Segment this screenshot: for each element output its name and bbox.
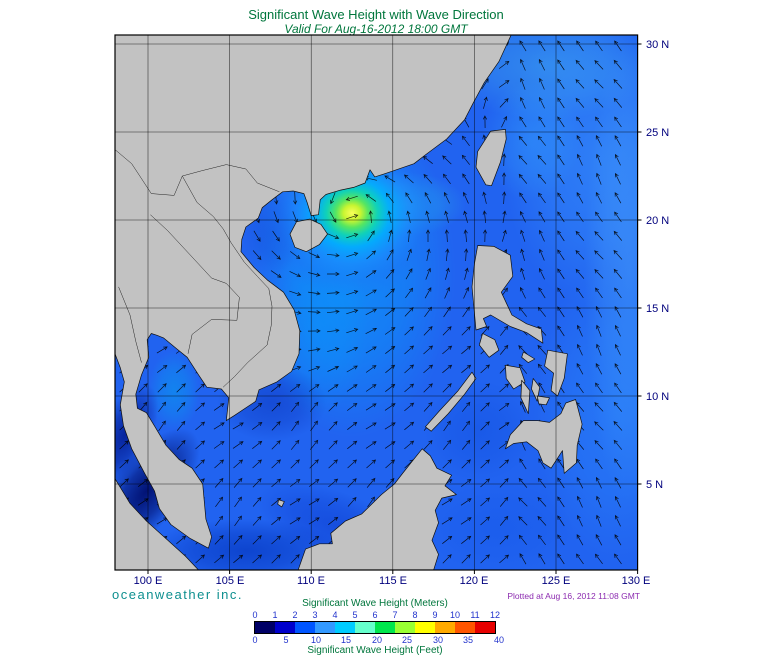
land-panay <box>505 364 526 390</box>
meters-tick: 2 <box>292 610 298 620</box>
meters-tick: 10 <box>449 610 460 620</box>
land-bohol <box>536 395 550 406</box>
x-tick-label: 110 E <box>297 575 325 587</box>
meters-tick: 5 <box>352 610 358 620</box>
y-tick-label: 25 N <box>646 127 669 139</box>
meters-tick: 9 <box>432 610 438 620</box>
legend-meters-ticks: 0 1 2 3 4 5 6 7 8 9 10 11 12 <box>252 610 500 620</box>
land-masbate <box>521 351 536 363</box>
meters-tick: 12 <box>489 610 500 620</box>
colorbar <box>254 621 496 634</box>
x-tick-label: 105 E <box>216 575 245 587</box>
land-mindanao <box>505 399 583 474</box>
x-tick-label: 100 E <box>134 575 163 587</box>
axis-labels: 100 E 105 E 110 E 115 E 120 E 125 E 130 … <box>134 39 670 587</box>
land-natuna <box>277 499 285 508</box>
colorbar-segment <box>475 622 495 633</box>
land-palawan <box>425 371 477 432</box>
valid-time-subtitle: Valid For Aug-16-2012 18:00 GMT <box>284 22 468 36</box>
colorbar-segment <box>435 622 455 633</box>
legend-title-meters: Significant Wave Height (Meters) <box>302 598 448 609</box>
land-luzon <box>471 245 544 344</box>
land-asia <box>115 35 512 549</box>
meters-tick: 3 <box>312 610 318 620</box>
y-tick-label: 10 N <box>646 391 669 403</box>
x-tick-label: 125 E <box>542 575 571 587</box>
colorbar-segment <box>335 622 355 633</box>
feet-tick: 25 <box>401 635 412 645</box>
country-borders <box>115 149 280 388</box>
land-mindoro <box>478 333 500 358</box>
colorbar-segment <box>455 622 475 633</box>
meters-tick: 6 <box>372 610 378 620</box>
page-title: Significant Wave Height with Wave Direct… <box>248 7 504 22</box>
feet-tick: 40 <box>493 635 504 645</box>
colorbar-segment <box>275 622 295 633</box>
y-tick-label: 20 N <box>646 215 669 227</box>
land-cebu <box>531 378 541 402</box>
land-taiwan <box>475 129 507 187</box>
meters-tick: 7 <box>392 610 398 620</box>
colorbar-segment <box>395 622 415 633</box>
country-border <box>118 286 142 363</box>
plotted-timestamp: Plotted at Aug 16, 2012 11:08 GMT <box>507 591 640 601</box>
y-tick-label: 5 N <box>646 479 663 491</box>
axis-tick-marks <box>147 43 642 574</box>
colorbar-segment <box>255 622 275 633</box>
colorbar-segment <box>315 622 335 633</box>
legend-feet-ticks: 0 5 10 15 20 25 30 35 40 <box>252 635 504 645</box>
country-border <box>182 175 273 388</box>
country-border <box>150 214 240 354</box>
feet-tick: 20 <box>371 635 382 645</box>
graticule-grid <box>115 35 638 570</box>
land-hainan <box>289 218 328 253</box>
meters-tick: 1 <box>272 610 278 620</box>
oceanweather-brand: oceanweather inc. <box>112 587 244 602</box>
colorbar-segment <box>375 622 395 633</box>
feet-tick: 0 <box>252 635 258 645</box>
feet-tick: 30 <box>432 635 443 645</box>
feet-tick: 35 <box>462 635 473 645</box>
x-tick-label: 130 E <box>622 575 651 587</box>
meters-tick: 11 <box>470 610 480 620</box>
meters-tick: 8 <box>412 610 418 620</box>
meters-tick: 0 <box>252 610 258 620</box>
colorbar-segment <box>355 622 375 633</box>
colorbar-segment <box>295 622 315 633</box>
meters-tick: 4 <box>332 610 338 620</box>
x-tick-label: 120 E <box>460 575 489 587</box>
legend-title-feet: Significant Wave Height (Feet) <box>307 645 443 656</box>
map-frame <box>114 34 639 571</box>
feet-tick: 15 <box>340 635 351 645</box>
land-borneo <box>297 448 457 570</box>
colorbar-legend: Significant Wave Height (Meters) 0 1 2 3… <box>252 598 504 657</box>
y-tick-label: 30 N <box>646 39 669 51</box>
map-canvas <box>115 35 638 570</box>
feet-tick: 10 <box>310 635 321 645</box>
land-masses <box>115 35 583 570</box>
colorbar-segment <box>415 622 435 633</box>
feet-tick: 5 <box>283 635 289 645</box>
country-border <box>115 149 280 196</box>
land-negros <box>520 379 531 414</box>
x-tick-label: 115 E <box>379 575 407 587</box>
land-sumatra <box>115 478 199 570</box>
y-tick-label: 15 N <box>646 303 669 315</box>
